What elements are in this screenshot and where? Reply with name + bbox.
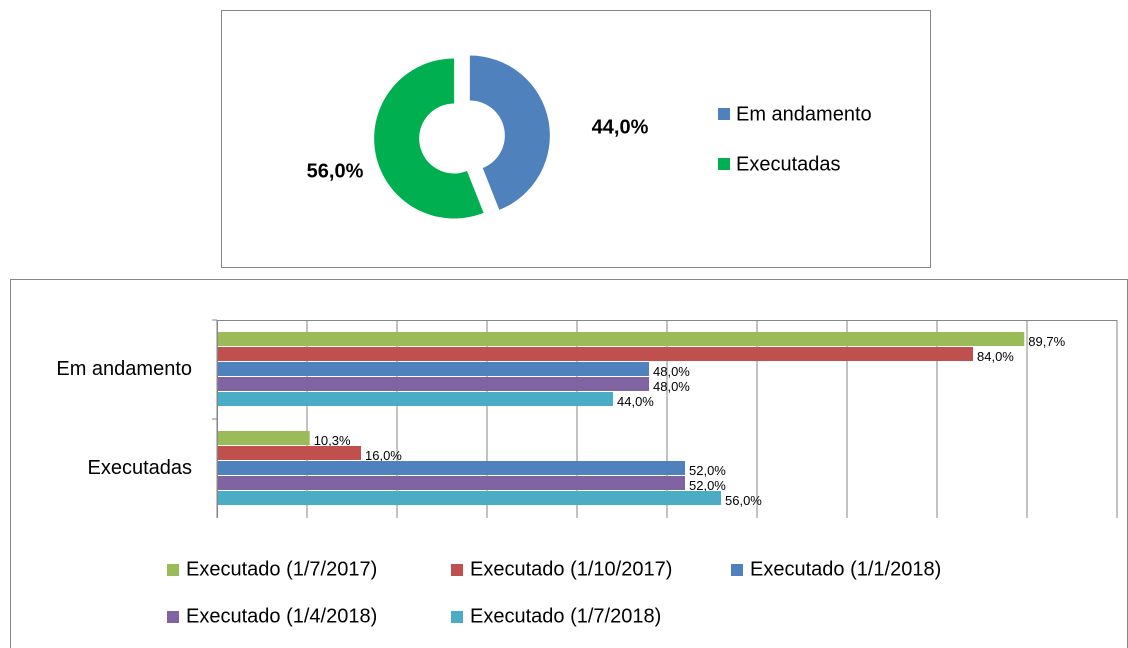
legend-swatch	[451, 611, 463, 623]
bar	[217, 446, 361, 460]
bar	[217, 332, 1025, 346]
data-label: 84,0%	[977, 349, 1014, 364]
bar	[217, 431, 310, 445]
legend-swatch	[718, 108, 730, 120]
bar	[217, 347, 973, 361]
legend-label: Em andamento	[736, 103, 872, 125]
data-label: 48,0%	[653, 379, 690, 394]
legend-swatch	[451, 564, 463, 576]
legend-label: Executado (1/4/2018)	[186, 605, 377, 627]
data-label: 52,0%	[689, 478, 726, 493]
bar	[217, 461, 685, 475]
donut-slice	[469, 55, 550, 210]
legend-label: Executado (1/7/2018)	[470, 605, 661, 627]
y-tick-label: Em andamento	[56, 358, 192, 380]
bar	[217, 476, 685, 490]
legend-label: Executado (1/1/2018)	[750, 558, 941, 580]
legend-label: Executadas	[736, 153, 841, 175]
legend-swatch	[731, 564, 743, 576]
bar	[217, 362, 649, 376]
bar	[217, 491, 721, 505]
y-tick-label: Executadas	[87, 457, 192, 479]
data-label: 16,0%	[365, 448, 402, 463]
data-label: 56,0%	[725, 493, 762, 508]
data-label: 48,0%	[653, 364, 690, 379]
data-label: 44,0%	[617, 394, 654, 409]
data-label: 56,0%	[307, 160, 364, 182]
legend-label: Executado (1/7/2017)	[186, 558, 377, 580]
data-label: 10,3%	[314, 433, 351, 448]
legend-label: Executado (1/10/2017)	[470, 558, 672, 580]
legend-swatch	[718, 158, 730, 170]
legend-swatch	[167, 611, 179, 623]
donut-frame	[221, 10, 931, 268]
donut-slice	[374, 58, 484, 219]
data-label: 52,0%	[689, 463, 726, 478]
data-label: 89,7%	[1028, 334, 1065, 349]
bar	[217, 392, 613, 406]
bar	[217, 377, 649, 391]
data-label: 44,0%	[592, 116, 649, 138]
legend-swatch	[167, 564, 179, 576]
